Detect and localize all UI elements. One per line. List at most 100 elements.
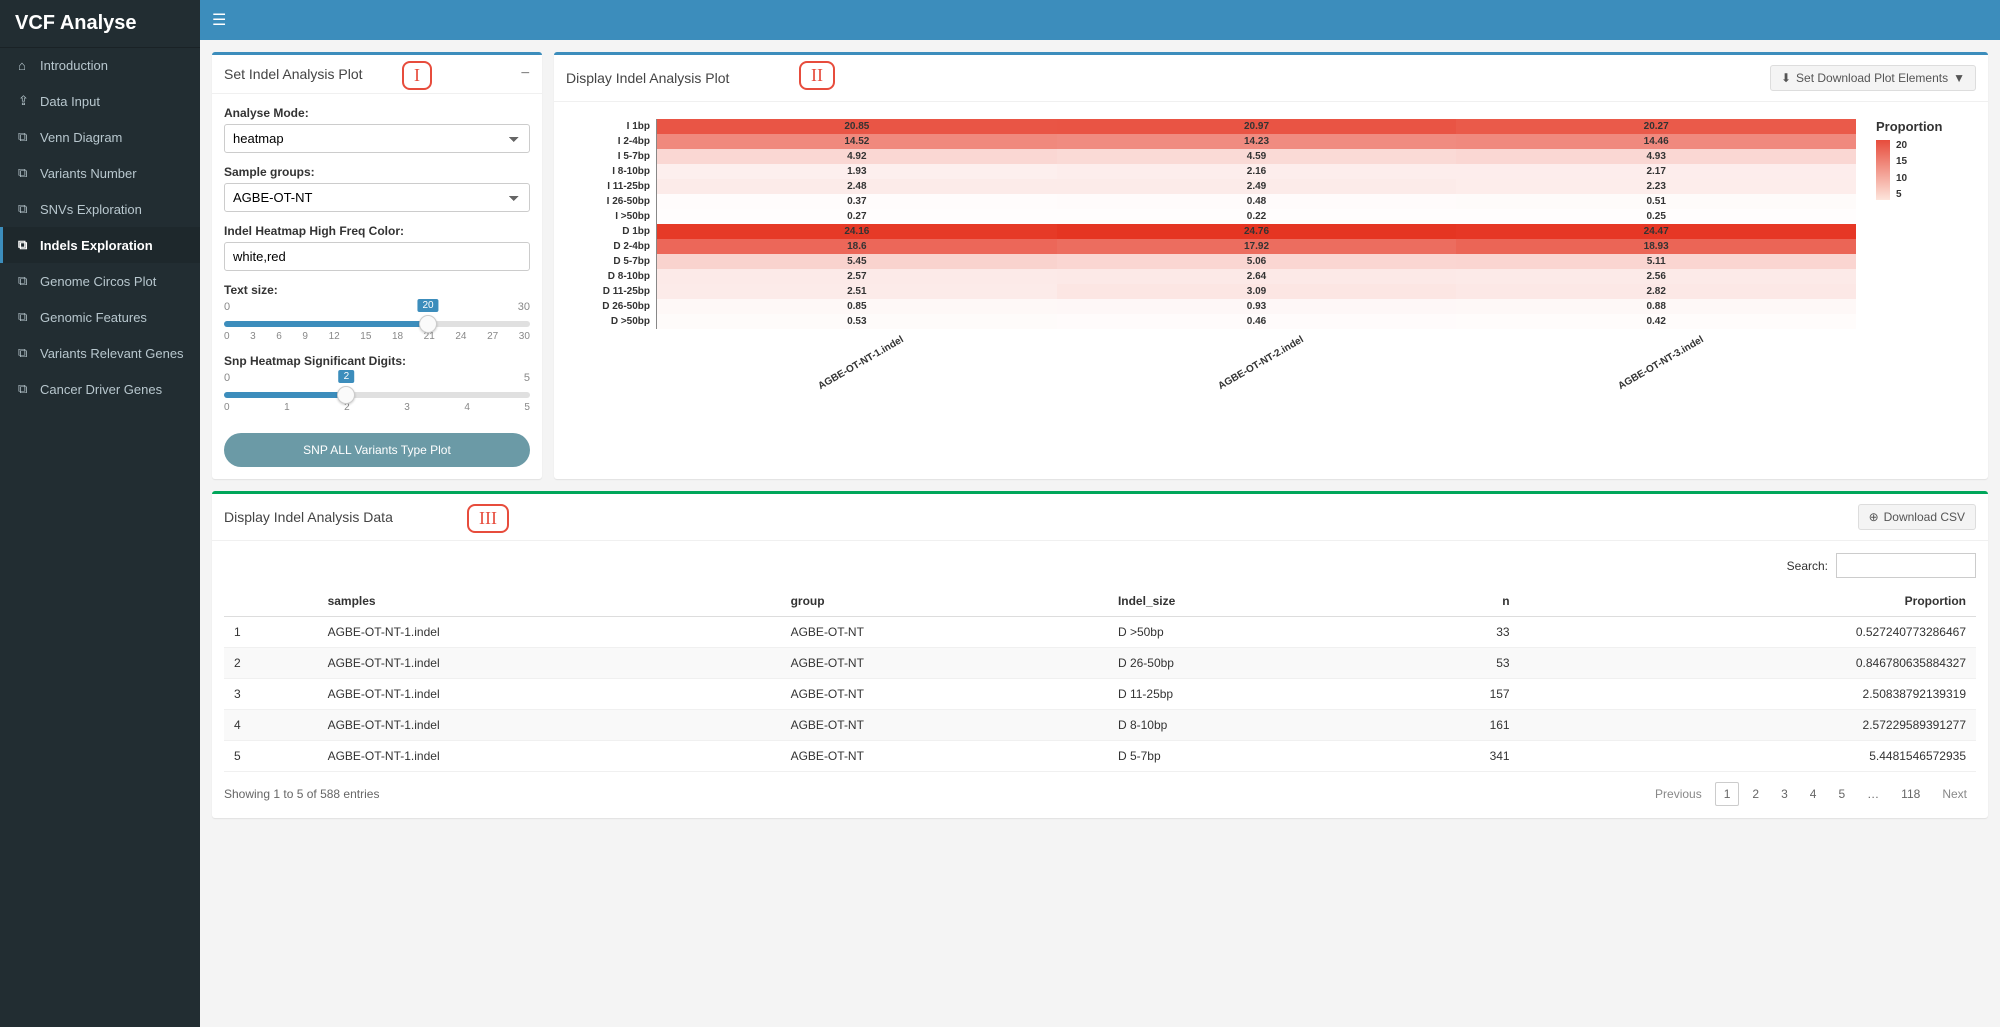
- heatmap-cell: 0.85: [657, 299, 1057, 314]
- download-csv-button[interactable]: ⊕ Download CSV: [1858, 504, 1976, 530]
- heatmap-cell: 0.88: [1456, 299, 1856, 314]
- heatmap-row: I 2-4bp14.5214.2314.46: [576, 134, 1856, 149]
- roman-badge-i: I: [402, 61, 432, 90]
- heatmap-cell: 0.51: [1456, 194, 1856, 209]
- page-118[interactable]: 118: [1892, 782, 1929, 806]
- page-5[interactable]: 5: [1829, 782, 1854, 806]
- data-panel-title: Display Indel Analysis Data: [224, 509, 393, 525]
- table-cell: 341: [1379, 741, 1519, 772]
- heatmap-cell: 0.53: [657, 314, 1057, 329]
- table-header[interactable]: group: [781, 586, 1108, 617]
- page-2[interactable]: 2: [1743, 782, 1768, 806]
- table-cell: AGBE-OT-NT: [781, 679, 1108, 710]
- table-cell: AGBE-OT-NT-1.indel: [318, 741, 781, 772]
- table-header[interactable]: Indel_size: [1108, 586, 1379, 617]
- table-header[interactable]: Proportion: [1520, 586, 1976, 617]
- sidebar-item-cancer-driver-genes[interactable]: ⧉Cancer Driver Genes: [0, 371, 200, 407]
- sample-groups-select[interactable]: AGBE-OT-NT: [224, 183, 530, 212]
- sidebar-item-variants-relevant-genes[interactable]: ⧉Variants Relevant Genes: [0, 335, 200, 371]
- heatmap-row: I 5-7bp4.924.594.93: [576, 149, 1856, 164]
- sidebar-nav: ⌂Introduction⇪Data Input⧉Venn Diagram⧉Va…: [0, 48, 200, 407]
- legend-title: Proportion: [1876, 119, 1966, 134]
- chart-icon: ⧉: [18, 309, 32, 325]
- sidebar-item-indels-exploration[interactable]: ⧉Indels Exploration: [0, 227, 200, 263]
- color-input[interactable]: [224, 242, 530, 271]
- chart-icon: ⧉: [18, 165, 32, 181]
- page-next[interactable]: Next: [1933, 782, 1976, 806]
- heatmap-cell: 2.17: [1456, 164, 1856, 179]
- heatmap-cell: 0.48: [1057, 194, 1457, 209]
- heatmap-row-label: D 8-10bp: [576, 271, 656, 282]
- sidebar-item-snvs-exploration[interactable]: ⧉SNVs Exploration: [0, 191, 200, 227]
- sidebar-item-data-input[interactable]: ⇪ Data Input: [0, 83, 200, 119]
- hamburger-icon[interactable]: ☰: [212, 10, 226, 30]
- sidebar-item-introduction[interactable]: ⌂Introduction: [0, 48, 200, 83]
- search-label: Search:: [1787, 559, 1828, 573]
- sample-groups-label: Sample groups:: [224, 165, 530, 179]
- table-cell: 2.50838792139319: [1520, 679, 1976, 710]
- app-title: VCF Analyse: [0, 0, 200, 48]
- upload-icon: ⇪: [18, 93, 32, 109]
- content: I Set Indel Analysis Plot − Analyse Mode…: [200, 40, 2000, 830]
- heatmap-cell: 4.92: [657, 149, 1057, 164]
- download-icon: ⬇: [1781, 71, 1791, 85]
- text-size-slider[interactable]: 030 20 036912151821242730: [224, 301, 530, 342]
- sidebar-item-label: SNVs Exploration: [40, 202, 142, 217]
- page-1[interactable]: 1: [1715, 782, 1740, 806]
- download-plot-button[interactable]: ⬇ Set Download Plot Elements ▼: [1770, 65, 1976, 91]
- chevron-down-icon: ▼: [1953, 71, 1965, 85]
- table-cell: 53: [1379, 648, 1519, 679]
- heatmap-row-label: I 1bp: [576, 121, 656, 132]
- page-…: …: [1858, 782, 1888, 806]
- table-cell: 0.527240773286467: [1520, 617, 1976, 648]
- table-header[interactable]: samples: [318, 586, 781, 617]
- chart-icon: ⧉: [18, 273, 32, 289]
- main: ☰ I Set Indel Analysis Plot − Analyse Mo…: [200, 0, 2000, 1027]
- table-cell: 1: [224, 617, 318, 648]
- heatmap-row-label: D 11-25bp: [576, 286, 656, 297]
- collapse-icon[interactable]: −: [521, 65, 530, 83]
- table-cell: D 8-10bp: [1108, 710, 1379, 741]
- analyse-mode-select[interactable]: heatmap: [224, 124, 530, 153]
- heatmap-row-label: D 5-7bp: [576, 256, 656, 267]
- sidebar-item-label: Data Input: [40, 94, 100, 109]
- sidebar-item-genomic-features[interactable]: ⧉Genomic Features: [0, 299, 200, 335]
- sidebar-item-label: Indels Exploration: [40, 238, 153, 253]
- chart-icon: ⧉: [18, 129, 32, 145]
- sidebar-item-venn-diagram[interactable]: ⧉ Venn Diagram: [0, 119, 200, 155]
- plot-button[interactable]: SNP ALL Variants Type Plot: [224, 433, 530, 467]
- settings-panel-header: Set Indel Analysis Plot −: [212, 55, 542, 94]
- chart-icon: ⧉: [18, 381, 32, 397]
- table-header[interactable]: [224, 586, 318, 617]
- table-cell: 4: [224, 710, 318, 741]
- sidebar-item-label: Variants Number: [40, 166, 137, 181]
- table-cell: D 11-25bp: [1108, 679, 1379, 710]
- table-cell: AGBE-OT-NT: [781, 617, 1108, 648]
- sidebar-item-variants-number[interactable]: ⧉ Variants Number: [0, 155, 200, 191]
- roman-badge-ii: II: [799, 61, 835, 90]
- heatmap-row: D 1bp24.1624.7624.47: [576, 224, 1856, 239]
- heatmap-row: D 8-10bp2.572.642.56: [576, 269, 1856, 284]
- heatmap-cell: 20.97: [1057, 119, 1457, 134]
- table-cell: 5: [224, 741, 318, 772]
- heatmap-cell: 2.48: [657, 179, 1057, 194]
- table-header[interactable]: n: [1379, 586, 1519, 617]
- sidebar-item-label: Venn Diagram: [40, 130, 122, 145]
- sig-digits-slider[interactable]: 05 2 012345: [224, 372, 530, 413]
- heatmap-cell: 0.37: [657, 194, 1057, 209]
- search-input[interactable]: [1836, 553, 1976, 578]
- chart-icon: ⧉: [18, 345, 32, 361]
- heatmap-cell: 0.42: [1456, 314, 1856, 329]
- heatmap-cell: 20.27: [1456, 119, 1856, 134]
- heatmap: I 1bp20.8520.9720.27I 2-4bp14.5214.2314.…: [576, 119, 1856, 370]
- plot-panel: II Display Indel Analysis Plot ⬇ Set Dow…: [554, 52, 1988, 479]
- table-cell: D 5-7bp: [1108, 741, 1379, 772]
- page-4[interactable]: 4: [1801, 782, 1826, 806]
- page-3[interactable]: 3: [1772, 782, 1797, 806]
- heatmap-cell: 4.93: [1456, 149, 1856, 164]
- sidebar-item-genome-circos-plot[interactable]: ⧉Genome Circos Plot: [0, 263, 200, 299]
- heatmap-row-label: I >50bp: [576, 211, 656, 222]
- heatmap-cell: 24.76: [1057, 224, 1457, 239]
- table-cell: 2.57229589391277: [1520, 710, 1976, 741]
- page-previous[interactable]: Previous: [1646, 782, 1711, 806]
